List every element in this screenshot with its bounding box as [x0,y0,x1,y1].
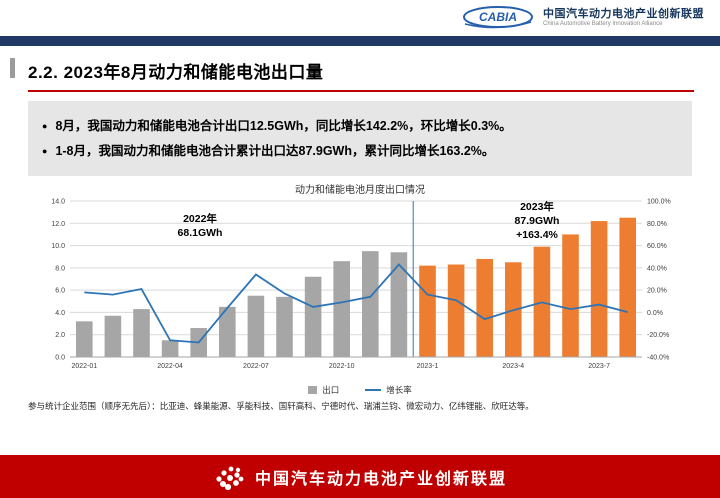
footer-logo-icon [216,466,244,490]
legend-label-growth: 增长率 [386,384,412,395]
svg-text:2022-07: 2022-07 [243,363,269,370]
svg-text:100.0%: 100.0% [647,199,671,206]
line-swatch-icon [365,388,382,391]
legend-item-export: 出口 [308,384,339,396]
summary-panel: ● 8月，我国动力和储能电池合计出口12.5GWh，同比增长142.2%，环比增… [28,101,692,177]
svg-text:10.0: 10.0 [51,243,65,250]
svg-text:4.0: 4.0 [55,310,65,317]
bullet-item: ● 8月，我国动力和储能电池合计出口12.5GWh，同比增长142.2%，环比增… [38,117,678,135]
org-name-block: 中国汽车动力电池产业创新联盟 China Automotive Battery … [543,8,704,28]
legend-label-export: 出口 [322,384,340,395]
annotation-line: +163.4% [516,228,558,241]
title-row: 2.2. 2023年8月动力和储能电池出口量 [28,58,694,92]
svg-text:20.0%: 20.0% [647,288,667,295]
bar-swatch-icon [308,385,318,394]
svg-text:2022-04: 2022-04 [157,363,183,370]
svg-text:40.0%: 40.0% [647,266,667,273]
svg-text:2023-4: 2023-4 [502,363,524,370]
svg-text:12.0: 12.0 [51,221,65,228]
annotation-line: 2022年 [183,213,217,226]
svg-text:2022-01: 2022-01 [71,363,97,370]
svg-text:2023-7: 2023-7 [588,363,610,370]
svg-text:6.0: 6.0 [55,288,65,295]
legend-item-growth: 增长率 [365,384,412,396]
annotation-line: 2023年 [520,201,554,214]
svg-text:2.0: 2.0 [55,332,65,339]
annotation-line: 87.9GWh [514,214,560,227]
footer-org-name: 中国汽车动力电池产业创新联盟 [254,470,507,488]
bullet-text-august: 8月，我国动力和储能电池合计出口12.5GWh，同比增长142.2%，环比增长0… [55,119,512,133]
bullet-item: ● 1-8月，我国动力和储能电池合计累计出口达87.9GWh，累计同比增长163… [38,142,678,160]
page-title: 2.2. 2023年8月动力和储能电池出口量 [28,63,324,82]
bullet-dot-icon: ● [42,146,48,157]
svg-text:-20.0%: -20.0% [647,332,669,339]
chart-legend: 出口 增长率 [30,383,690,396]
title-left-accent [10,58,15,78]
svg-text:0.0%: 0.0% [647,310,663,317]
svg-text:60.0%: 60.0% [647,243,667,250]
export-chart-area: 动力和储能电池月度出口情况 0.0 -40.0% 2.0 -20.0% 4.0 0.0% 6… [30,181,690,396]
scope-footnote: 参与统计企业范围（顺序无先后）：比亚迪、蜂巢能源、孚能科技、国轩高科、宁德时代、… [28,401,534,412]
org-name-cn: 中国汽车动力电池产业创新联盟 [543,8,704,21]
annotation-2022-total: 2022年 68.1GWh [150,213,250,240]
cabia-logo-icon: CABIA [463,6,533,29]
header-divider-bar [0,36,720,46]
org-name-en: China Automotive Battery Innovation Alli… [543,20,663,27]
svg-text:2023-1: 2023-1 [417,363,439,370]
footer-bar: 中国汽车动力电池产业创新联盟 [0,455,720,498]
annotation-2023-total: 2023年 87.9GWh +163.4% [482,201,592,242]
svg-text:80.0%: 80.0% [647,221,667,228]
bullet-text-cumulative: 1-8月，我国动力和储能电池合计累计出口达87.9GWh，累计同比增长163.2… [55,144,495,159]
svg-text:0.0: 0.0 [55,355,65,362]
cabia-logo-group: CABIA 中国汽车动力电池产业创新联盟 China Automotive Ba… [461,5,704,31]
annotation-line: 68.1GWh [177,226,223,239]
bullet-dot-icon: ● [42,121,48,131]
cabia-logo-text: CABIA [479,10,517,24]
svg-text:2022-10: 2022-10 [329,363,355,370]
header: CABIA 中国汽车动力电池产业创新联盟 China Automotive Ba… [0,0,720,36]
chart-title: 动力和储能电池月度出口情况 [295,185,425,197]
svg-text:-40.0%: -40.0% [647,355,669,362]
svg-text:8.0: 8.0 [55,266,65,273]
svg-text:14.0: 14.0 [51,199,65,206]
export-chart: 0.0 -40.0% 2.0 -20.0% 4.0 0.0% 6.0 20.0% 8.0 40.0… [51,199,671,371]
